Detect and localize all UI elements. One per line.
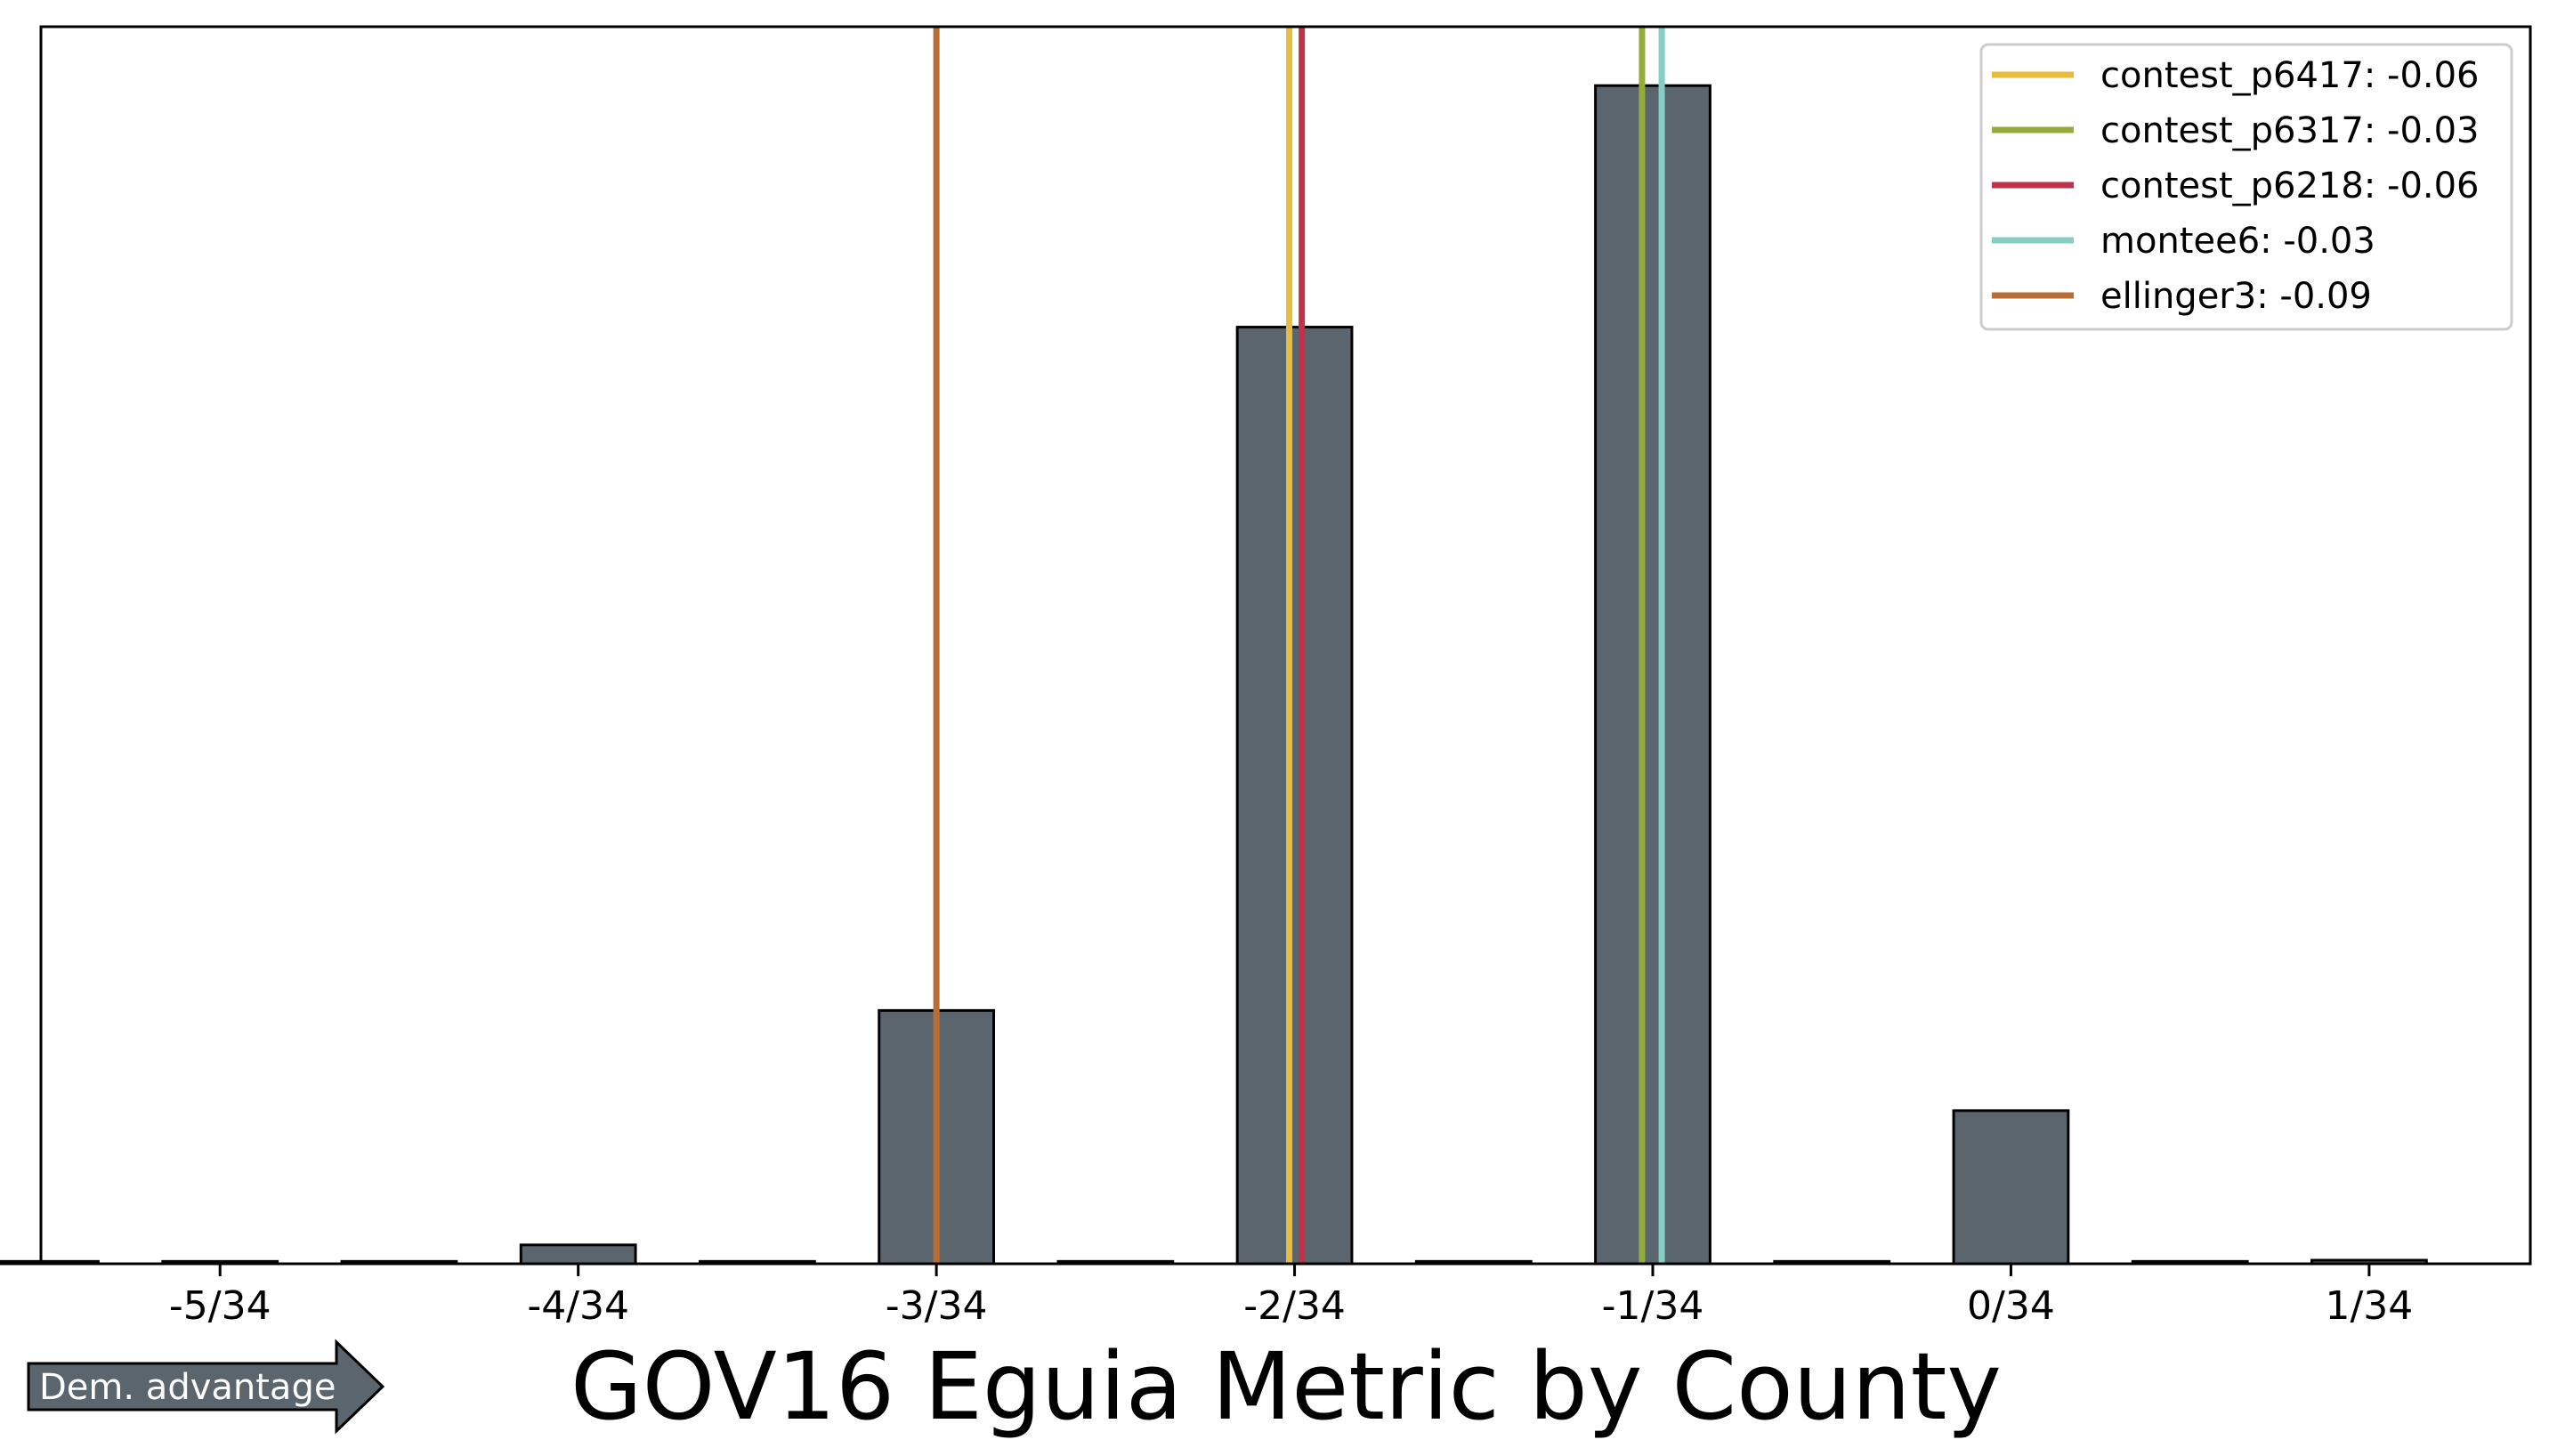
x-tick-label: -4/34: [527, 1283, 629, 1329]
x-tick-label: -3/34: [886, 1283, 988, 1329]
histogram-bar: [1594, 84, 1711, 1266]
histogram-bar: [519, 1243, 637, 1266]
legend-label: contest_p6317: -0.03: [2100, 110, 2480, 151]
plot-frame: [39, 25, 2532, 1266]
histogram-bar: [1952, 1109, 2070, 1266]
legend-label: montee6: -0.03: [2100, 221, 2375, 262]
legend-label: contest_p6218: -0.06: [2100, 166, 2480, 206]
vertical-lines-group: [933, 27, 1665, 1264]
legend-label: contest_p6417: -0.06: [2100, 55, 2480, 96]
legend-items: contest_p6417: -0.06 contest_p6317: -0.03…: [1992, 55, 2480, 317]
x-tick-label: -5/34: [169, 1283, 271, 1329]
x-axis-ticks: -5/34 -4/34 -3/34 -2/34 -1/34 0/34 1/34: [169, 1264, 2413, 1329]
arrow-label: Dem. advantage: [39, 1367, 336, 1408]
legend: contest_p6417: -0.06 contest_p6317: -0.03…: [1979, 43, 2513, 331]
x-tick-label: -1/34: [1602, 1283, 1704, 1329]
x-tick-label: 1/34: [2325, 1283, 2413, 1329]
legend-label: ellinger3: -0.09: [2100, 276, 2372, 317]
histogram-bar: [1235, 326, 1354, 1266]
dem-advantage-arrow: Dem. advantage: [27, 1339, 385, 1435]
legend-box: [1979, 43, 2513, 331]
chart-title: GOV16 Eguia Metric by County: [570, 1332, 2002, 1441]
x-tick-label: -2/34: [1243, 1283, 1346, 1329]
arrow-shape: [27, 1339, 385, 1435]
x-tick-label: 0/34: [1967, 1283, 2055, 1329]
